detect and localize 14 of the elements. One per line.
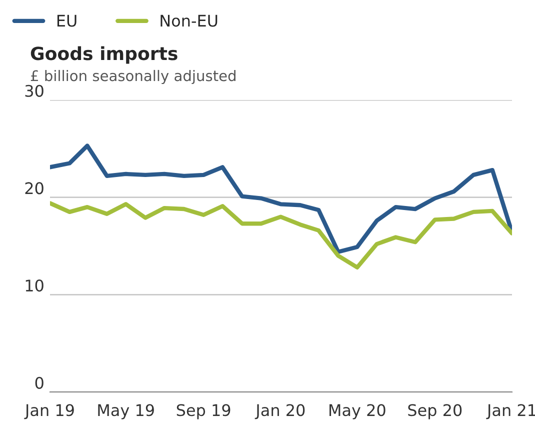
x-tick-label: Jan 19 [24,404,74,420]
x-tick-label: Sep 20 [408,404,462,420]
x-tick-label: Sep 19 [176,404,230,420]
chart-subtitle: £ billion seasonally adjusted [30,70,236,84]
y-tick-label: 30 [25,84,44,97]
legend-label: Non-EU [160,14,218,27]
x-tick-label: May 20 [330,404,386,420]
chart-title: Goods imports [30,46,178,64]
x-tick-label: Jan 20 [254,404,305,420]
y-tick-label: 0 [35,376,44,389]
y-tick-label: 10 [26,279,44,292]
y-tick-label: 20 [25,182,44,194]
x-tick-label: May 19 [98,404,154,420]
legend-label: EU [57,14,76,27]
